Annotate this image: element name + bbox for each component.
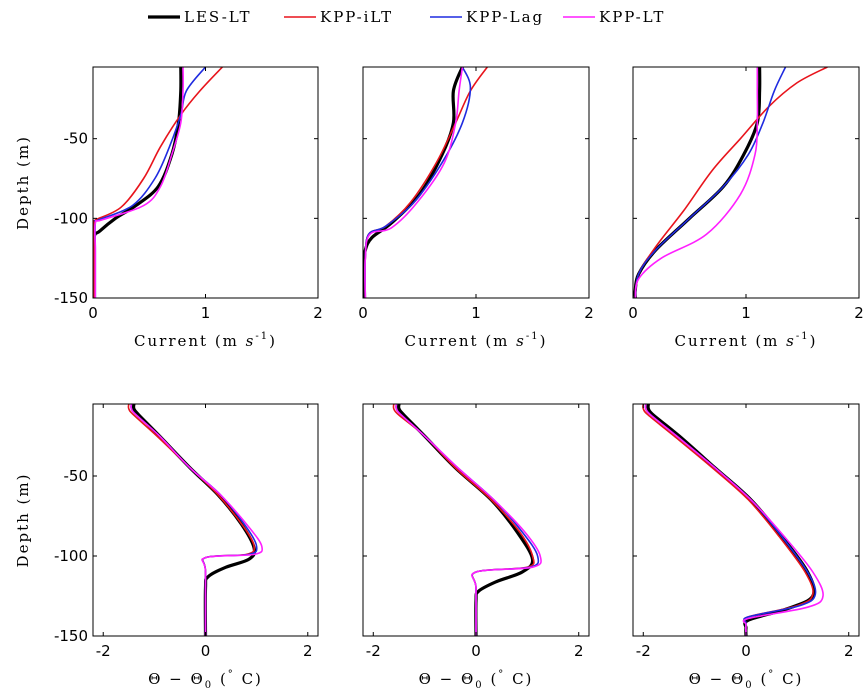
y-tick-label: -150 [54,627,88,645]
y-tick-label: -50 [64,130,89,148]
legend-item-2: KPP-iLT [284,8,393,26]
x-tick-label: -2 [366,642,381,660]
series-line-kpp-lt [644,404,824,636]
series-group [363,67,488,298]
x-tick-label: 0 [358,304,368,322]
legend-label: KPP-LT [599,8,665,26]
series-group [127,404,264,636]
series-group [642,404,824,636]
panel-4: -2 0 2 -50 -100 -150 Θ − Θ0 (° C) Depth (m) [14,403,319,691]
series-group [633,67,828,298]
x-axis-label: Θ − Θ0 (° C) [148,669,263,691]
x-axis-label: Current (m s-1) [134,331,277,350]
x-tick-label: 2 [584,304,594,322]
y-axis-label: Depth (m) [14,135,32,230]
series-line-kpp-ilt [93,67,223,298]
y-axis-label: Depth (m) [14,473,32,568]
axes-frame [362,66,590,299]
series-line-kpp-lag [395,404,540,636]
x-tick-label: 2 [574,642,584,660]
panel-6: -2 0 2 Θ − Θ0 (° C) [632,403,860,691]
legend-label: KPP-Lag [466,8,544,26]
series-line-kpp-lt [395,404,542,636]
legend-item-1: LES-LT [148,8,252,26]
x-axis-label: Current (m s-1) [675,331,818,350]
x-tick-label: 1 [471,304,481,322]
x-tick-label: 2 [303,642,313,660]
series-line-kpp-ilt [642,404,814,636]
x-axis-label: Θ − Θ0 (° C) [689,669,804,691]
series-line-kpp-lag [644,404,817,636]
panels: 0 1 2 -50 -100 -150 Current (m s-1) Depth (m) 0 1… [14,66,864,691]
x-tick-label: 0 [628,304,638,322]
series-line-kpp-lt [364,67,464,298]
x-tick-label: -2 [96,642,111,660]
x-tick-label: 0 [88,304,98,322]
panel-3: 0 1 2 Current (m s-1) [628,66,864,350]
series-line-les-lt [93,67,183,298]
y-tick-label: -50 [64,467,89,485]
panel-1: 0 1 2 -50 -100 -150 Current (m s-1) Depth (m) [14,66,323,350]
series-line-kpp-lt [130,404,264,636]
series-line-kpp-lag [94,67,207,298]
legend-label: LES-LT [184,8,252,26]
series-line-kpp-lag [634,67,787,298]
series-line-kpp-ilt [634,67,828,298]
y-tick-label: -100 [54,547,88,565]
x-tick-label: -2 [636,642,651,660]
y-tick-label: -100 [54,209,88,227]
series-group [392,404,542,636]
x-tick-label: 1 [201,304,211,322]
legend: LES-LT KPP-iLT KPP-Lag KPP-LT [148,8,665,26]
x-tick-label: 0 [201,642,211,660]
series-line-kpp-ilt [127,404,256,636]
panel-2: 0 1 2 Current (m s-1) [358,66,594,350]
x-tick-label: 0 [471,642,481,660]
series-line-les-lt [363,67,464,298]
legend-label: KPP-iLT [320,8,393,26]
axes-frame [632,403,860,637]
series-group [93,67,223,298]
series-line-les-lt [131,404,257,636]
x-tick-label: 2 [313,304,323,322]
x-axis-label: Θ − Θ0 (° C) [419,669,534,691]
series-line-kpp-lt [634,67,759,298]
panel-5: -2 0 2 Θ − Θ0 (° C) [362,403,590,691]
x-tick-label: 2 [854,304,864,322]
x-tick-label: 2 [844,642,854,660]
series-line-les-lt [646,404,816,636]
legend-item-4: KPP-LT [563,8,665,26]
x-axis-label: Current (m s-1) [405,331,548,350]
x-tick-label: 1 [741,304,751,322]
series-line-kpp-lt [93,67,184,298]
axes-frame [92,66,319,299]
y-tick-label: -150 [54,289,88,307]
series-line-les-lt [397,404,535,636]
legend-item-3: KPP-Lag [430,8,544,26]
x-tick-label: 0 [741,642,751,660]
